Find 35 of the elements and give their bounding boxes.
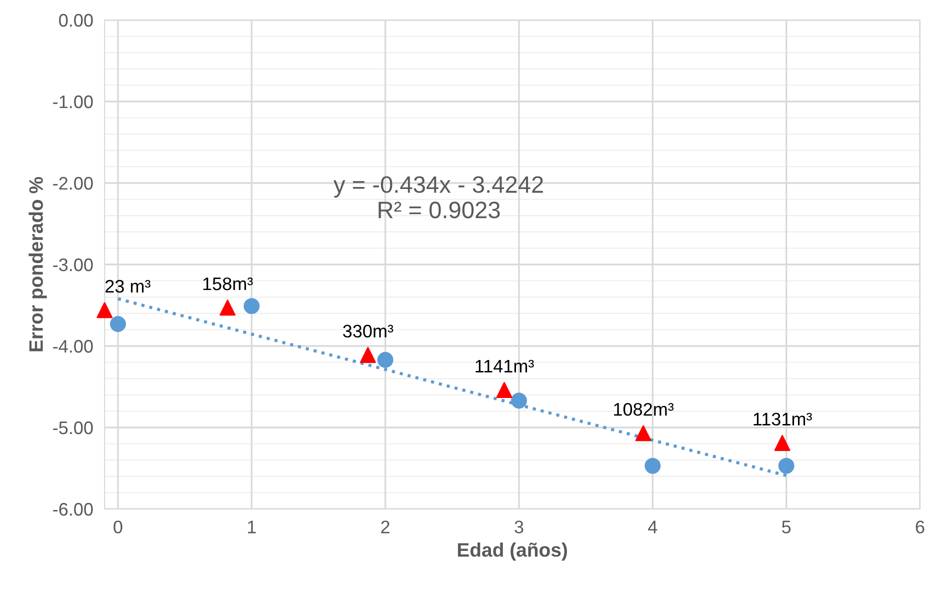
annotation: 23 m³ [106, 280, 150, 293]
x-tick-label: 2 [381, 520, 390, 534]
x-tick-label: 3 [514, 520, 524, 534]
point [244, 298, 260, 314]
y-tick-label: -6.00 [53, 502, 93, 516]
point [377, 352, 394, 368]
y-tick-label: -1.00 [53, 95, 93, 108]
point [110, 316, 126, 332]
point [774, 435, 790, 451]
annotation: 1131m³ [754, 412, 812, 426]
y-tick-label: -4.00 [53, 340, 93, 353]
point [644, 458, 661, 474]
annotation: 158m³ [203, 277, 253, 290]
y-tick-label: -5.00 [53, 421, 93, 434]
annotation: 1141m³ [476, 360, 534, 372]
x-tick-label: 6 [916, 520, 924, 534]
point [496, 382, 512, 398]
x-tick-label: 0 [114, 520, 122, 534]
point [360, 346, 376, 363]
annotation: 1082m³ [614, 402, 674, 416]
point [635, 425, 652, 442]
y-tick-label: -3.00 [53, 258, 93, 272]
annotation: y = -0.434x - 3.4242 R² = 0.9023 [334, 176, 543, 218]
point [511, 392, 527, 409]
x-axis-title: Edad (años) [458, 542, 567, 561]
y-tick-label: -2.00 [53, 176, 93, 190]
point [220, 300, 236, 316]
y-axis-title: Error ponderado % [28, 176, 47, 352]
point [96, 302, 113, 318]
y-tick-label: 0.00 [59, 14, 93, 27]
x-tick-label: 4 [648, 520, 658, 534]
point [778, 458, 794, 474]
x-tick-label: 5 [782, 520, 791, 534]
x-tick-label: 1 [248, 520, 256, 534]
annotation: 330m³ [343, 324, 394, 338]
